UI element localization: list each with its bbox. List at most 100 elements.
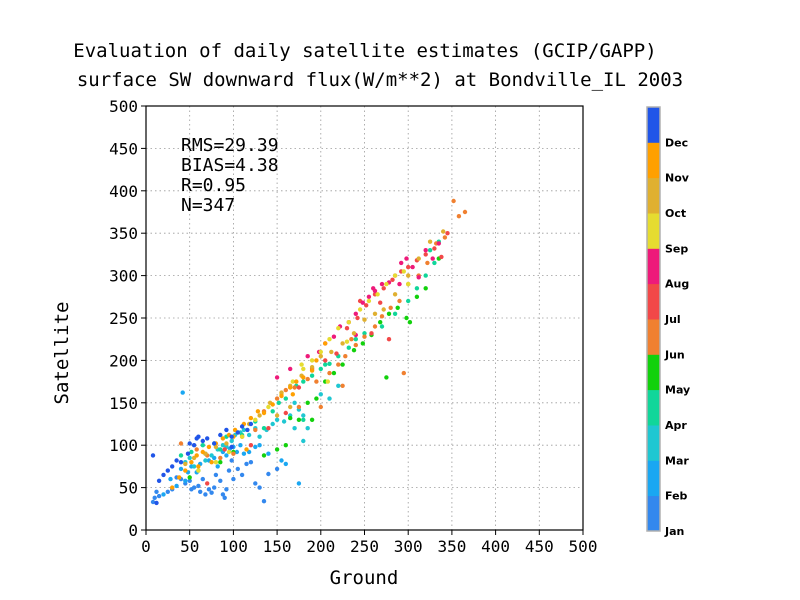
data-point: [274, 413, 280, 418]
data-point: [309, 417, 315, 422]
y-tick-label: 300: [109, 267, 138, 286]
data-point: [288, 366, 293, 372]
data-point: [205, 436, 210, 441]
data-point: [274, 466, 280, 472]
data-point: [161, 492, 166, 497]
colorbar-swatch-oct: [647, 177, 660, 214]
data-point: [427, 248, 433, 253]
data-point: [336, 326, 341, 331]
data-point: [294, 379, 299, 384]
data-point: [213, 460, 219, 465]
data-point: [442, 235, 448, 240]
data-point: [305, 376, 310, 382]
data-point: [283, 443, 288, 448]
data-point: [386, 337, 392, 342]
data-point: [436, 241, 441, 246]
data-point: [229, 444, 234, 450]
data-point: [371, 286, 376, 291]
colorbar-swatch-dec: [647, 107, 660, 143]
data-point: [200, 476, 205, 482]
data-point: [194, 447, 199, 452]
data-point: [248, 443, 254, 448]
data-point: [410, 264, 415, 270]
series-oct: [183, 229, 446, 467]
data-point: [296, 404, 302, 410]
data-point: [296, 481, 302, 486]
data-point: [406, 264, 411, 270]
data-point: [224, 441, 229, 446]
y-tick-label: 250: [109, 309, 138, 328]
data-point: [154, 500, 159, 506]
x-tick-label: 200: [306, 537, 335, 556]
data-point: [248, 415, 254, 421]
colorbar-label-may: May: [665, 384, 690, 397]
data-point: [329, 349, 334, 355]
data-point: [257, 443, 262, 448]
x-tick-label: 150: [263, 537, 292, 556]
data-point: [283, 461, 288, 467]
x-axis-ticks: 0 50 100 150 200 250 300 350 400 450 500: [141, 530, 597, 556]
data-point: [327, 370, 332, 376]
data-point: [375, 292, 380, 297]
data-point: [325, 379, 330, 384]
data-point: [401, 370, 406, 376]
data-point: [203, 458, 208, 463]
data-point: [261, 426, 267, 431]
data-point: [416, 275, 421, 280]
x-tick-label: 50: [180, 537, 199, 556]
data-point: [218, 478, 223, 483]
data-point: [314, 379, 319, 384]
colorbar-label-sep: Sep: [665, 242, 688, 255]
data-point: [331, 370, 337, 376]
data-point: [445, 231, 450, 236]
colorbar-label-jan: Jan: [664, 525, 684, 538]
data-point: [261, 410, 267, 416]
data-point: [248, 421, 254, 427]
y-axis-ticks: 0 50 100 150 200 250 300 350 400 450 500: [109, 97, 146, 540]
data-point: [229, 434, 234, 439]
data-point: [222, 447, 227, 452]
data-point: [239, 434, 245, 439]
data-point: [231, 451, 236, 456]
data-point: [218, 447, 223, 452]
data-point: [301, 375, 306, 380]
data-point: [423, 252, 428, 257]
colorbar-swatch-nov: [647, 142, 660, 179]
data-point: [353, 337, 358, 342]
data-point: [301, 413, 306, 418]
data-point: [248, 460, 254, 465]
data-point: [288, 385, 293, 390]
colorbar-label-dec: Dec: [665, 136, 688, 149]
data-point: [220, 436, 226, 441]
x-tick-label: 250: [350, 537, 379, 556]
x-tick-label: 100: [219, 537, 248, 556]
data-point: [270, 402, 275, 407]
data-point: [301, 417, 306, 422]
data-point: [314, 396, 319, 401]
data-point: [432, 260, 437, 266]
data-point: [406, 273, 411, 278]
colorbar-swatch-jul: [647, 283, 660, 320]
data-point: [156, 493, 162, 499]
data-point: [191, 464, 197, 469]
stat-line: R=0.95: [181, 175, 246, 196]
y-tick-label: 150: [109, 394, 138, 413]
data-point: [379, 324, 385, 329]
data-point: [206, 444, 212, 450]
data-point: [290, 379, 295, 384]
y-tick-label: 400: [109, 182, 138, 201]
data-point: [296, 417, 302, 422]
data-point: [241, 427, 247, 433]
data-point: [187, 478, 192, 483]
colorbar-label-mar: Mar: [665, 454, 689, 467]
data-point: [231, 476, 236, 482]
data-point: [257, 485, 262, 490]
data-point: [296, 385, 302, 390]
data-point: [392, 273, 398, 278]
data-point: [206, 487, 212, 492]
data-point: [309, 368, 315, 373]
series-dec: [150, 421, 254, 506]
data-point: [218, 460, 223, 465]
data-point: [203, 492, 208, 497]
data-point: [239, 472, 245, 478]
